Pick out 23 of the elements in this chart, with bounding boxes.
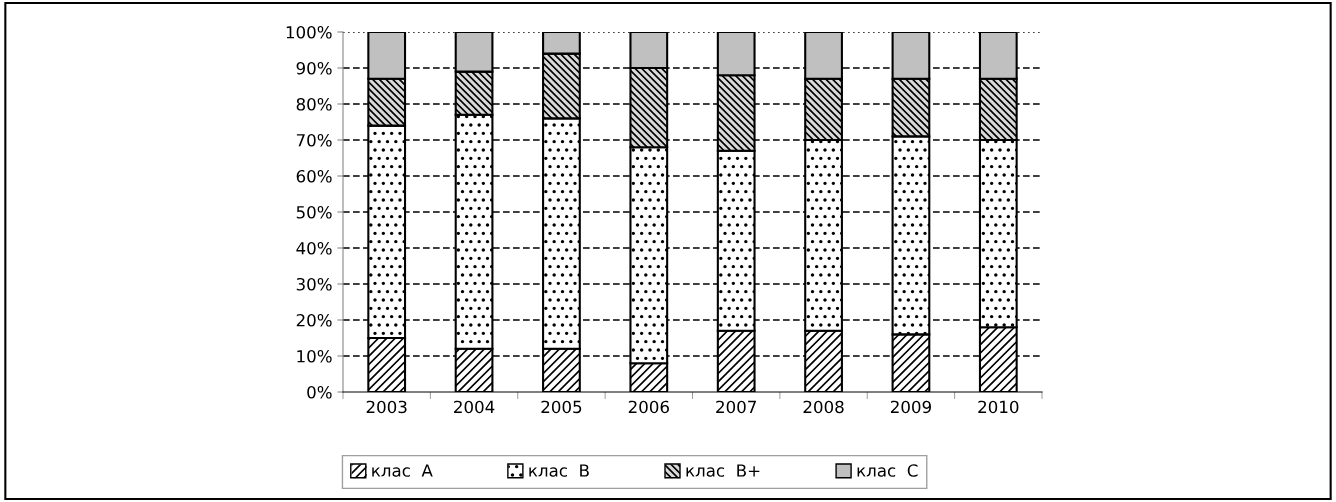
y-tick-label: 60% bbox=[296, 169, 332, 183]
x-tick-label: 2005 bbox=[541, 400, 582, 414]
y-tick-label: 50% bbox=[296, 205, 332, 219]
legend-label: клас B bbox=[529, 464, 589, 477]
legend-label: клас A bbox=[372, 464, 433, 477]
x-tick-label: 2004 bbox=[454, 400, 495, 414]
y-tick-label: 80% bbox=[296, 97, 332, 111]
y-tick-label: 30% bbox=[296, 277, 332, 291]
y-tick-label: 100% bbox=[286, 25, 332, 39]
y-tick-label: 90% bbox=[296, 61, 332, 75]
y-tick-label: 10% bbox=[297, 349, 332, 363]
legend-label: клас C bbox=[857, 464, 918, 477]
legend-label: клас B+ bbox=[686, 464, 760, 477]
x-tick-label: 2008 bbox=[803, 400, 844, 414]
y-tick-label: 0% bbox=[307, 385, 332, 399]
x-tick-label: 2009 bbox=[890, 400, 931, 414]
y-tick-label: 20% bbox=[296, 313, 332, 327]
y-tick-label: 40% bbox=[296, 241, 332, 255]
x-tick-label: 2007 bbox=[716, 400, 756, 414]
x-tick-label: 2010 bbox=[978, 400, 1019, 414]
x-tick-label: 2003 bbox=[366, 400, 407, 414]
y-tick-label: 70% bbox=[296, 133, 332, 147]
x-tick-label: 2006 bbox=[628, 400, 669, 414]
